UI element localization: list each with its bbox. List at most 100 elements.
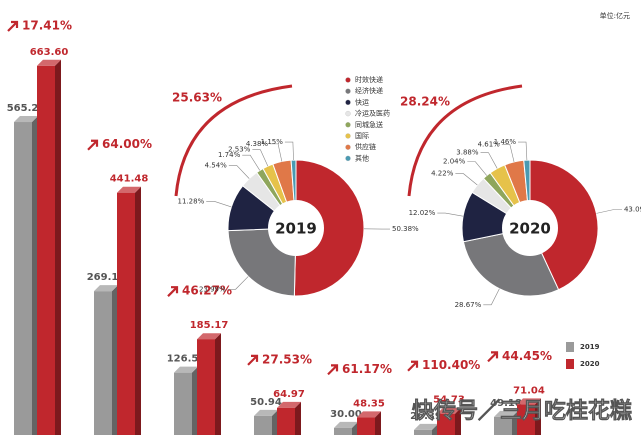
bar-side (432, 423, 438, 435)
growth-label: 110.40% (422, 358, 480, 372)
value-label: 48.35 (353, 398, 385, 409)
leader-line (252, 149, 269, 167)
bar (14, 122, 32, 435)
growth-arrow (87, 139, 99, 151)
bar-side (512, 410, 518, 435)
growth-label: 44.45% (502, 349, 552, 363)
value-label: 126.59 (167, 354, 206, 365)
bar (494, 416, 512, 435)
growth-arrow (167, 286, 179, 297)
bar-side (135, 186, 141, 435)
value-label: 71.04 (513, 385, 545, 396)
donut-center-label: 2019 (275, 220, 317, 238)
leader-line (480, 152, 498, 169)
legend-marker (345, 155, 351, 162)
growth-arrow (7, 20, 19, 32)
bar-top (517, 398, 541, 405)
bar (414, 429, 432, 435)
legend-label: 2020 (580, 360, 600, 368)
bar (517, 404, 535, 435)
bar (174, 372, 192, 435)
bar-top (357, 411, 381, 418)
leader-line (483, 288, 500, 306)
leader-line (270, 143, 283, 162)
bar-top (254, 409, 278, 416)
value-label: 565.21 (7, 103, 46, 114)
leader-line (206, 201, 232, 208)
leader-line (596, 209, 622, 214)
value-label: 50.94 (250, 397, 282, 408)
legend-swatch (566, 342, 574, 352)
bar-side (375, 411, 381, 435)
bar (37, 65, 55, 435)
slice-label: 1.15% (261, 138, 284, 146)
slice-label: 3.88% (456, 149, 479, 157)
bar-chart: 565.21 663.60 17.41% 269.19 441.48 64.00% 126.… (7, 19, 600, 435)
growth-label: 61.17% (342, 362, 392, 376)
growth-label: 27.53% (262, 352, 312, 366)
legend-label: 其他 (355, 153, 369, 162)
bar-top (277, 401, 301, 408)
donut-hole (268, 200, 324, 256)
bar-side (32, 116, 38, 435)
legend-label: 国际 (355, 131, 369, 140)
watermark: 快传号／三月吃桂花糕 (412, 398, 632, 424)
growth-label: 17.41% (22, 19, 72, 33)
legend-marker (345, 133, 351, 139)
leader-line (284, 141, 294, 161)
bar-side (455, 407, 461, 435)
legend-marker (345, 144, 351, 150)
arc-decoration (407, 84, 523, 197)
bar-top (494, 410, 518, 417)
bar (254, 415, 272, 435)
leader-line (437, 212, 464, 217)
bar-top (37, 59, 61, 66)
leader-line (501, 144, 515, 162)
slice-label: 2.04% (443, 158, 466, 166)
bar-top (94, 285, 118, 292)
growth-label: 46.27% (182, 284, 232, 298)
legend-marker (345, 122, 351, 128)
bar-top (117, 186, 141, 193)
value-label: 269.19 (87, 272, 126, 283)
bar-top (437, 407, 461, 414)
leader-line (242, 154, 261, 171)
legend-marker (345, 88, 351, 94)
value-label: 30.00 (330, 409, 362, 420)
value-label: 49.18 (490, 398, 522, 409)
bar-top (197, 333, 221, 340)
leader-line (455, 173, 478, 186)
slice-label: 4.54% (205, 162, 228, 170)
growth-arrow (407, 360, 419, 372)
bar-side (352, 421, 358, 435)
bar-side (55, 59, 61, 435)
slice-label: 4.22% (431, 170, 454, 178)
legend-label: 冷运及医药 (355, 109, 390, 118)
value-label: 54.73 (433, 395, 465, 406)
slice-label: 12.02% (409, 209, 436, 217)
bar-top (174, 366, 198, 373)
bar-side (295, 401, 301, 435)
pie-annotation: 28.24% (400, 95, 450, 109)
bar (437, 413, 455, 435)
legend-marker (345, 110, 351, 117)
growth-label: 64.00% (102, 137, 152, 151)
growth-arrow (487, 351, 499, 363)
leader-line (227, 276, 249, 290)
pie-charts: 50.38%23.99%11.28%4.54%1.74%2.53%4.38%1.… (178, 75, 641, 309)
arc-decoration (174, 84, 293, 197)
slice-label: 4.61% (478, 140, 501, 148)
growth-arrow (327, 364, 339, 376)
bar-side (215, 333, 221, 435)
donut-hole (502, 200, 558, 256)
legend-label: 快运 (355, 97, 369, 106)
leader-line (228, 165, 250, 179)
bar (357, 417, 375, 435)
value-label: 26.39 (410, 411, 442, 422)
legend-label: 供应链 (355, 142, 376, 151)
pie-slice (529, 159, 599, 291)
value-label: 185.17 (190, 320, 229, 331)
slice-label: 4.38% (246, 140, 269, 148)
donut-center-label: 2020 (509, 220, 551, 238)
